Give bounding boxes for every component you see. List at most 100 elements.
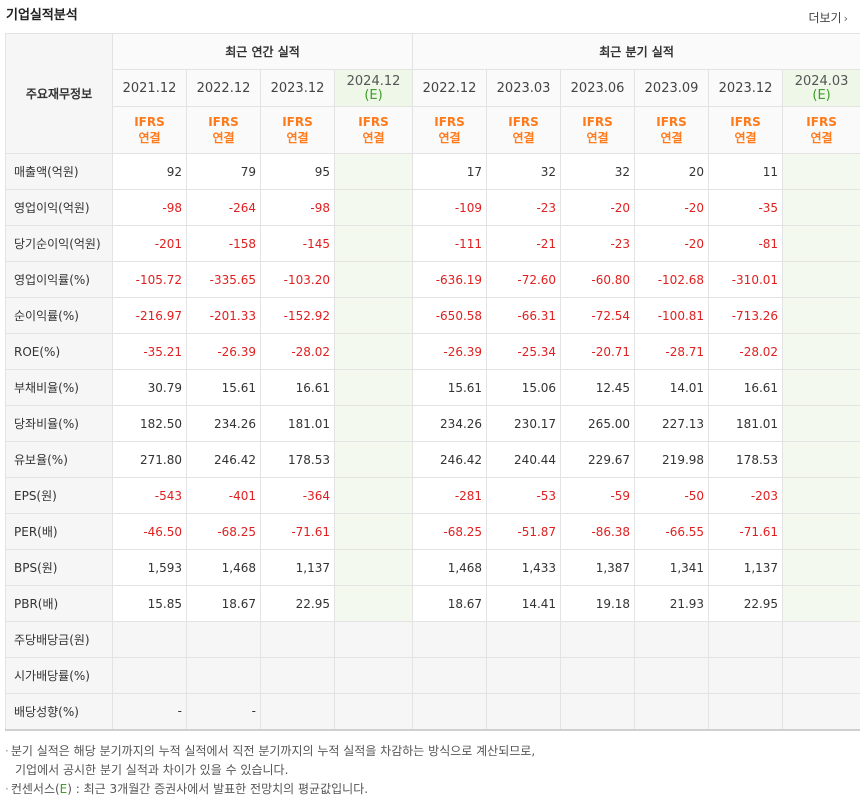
row-label: EPS(원) <box>5 477 113 514</box>
table-row: EPS(원) -543 -401 -364 -281 -53 -59 -50 -203 <box>5 477 860 514</box>
value-cell <box>634 621 710 658</box>
value-cell: -111 <box>412 225 488 262</box>
period-date: 2023.03 <box>486 69 562 107</box>
footnote-1: · 분기 실적은 해당 분기까지의 누적 실적에서 직전 분기까지의 누적 실적을… <box>5 744 536 758</box>
value-cell: -216.97 <box>112 297 187 334</box>
value-cell: -203 <box>708 477 784 514</box>
standard-ifrs: IFRS <box>806 115 837 129</box>
row-label: 매출액(억원) <box>5 153 113 190</box>
value-cell <box>782 369 860 406</box>
standard-basis: 연결 <box>734 131 757 145</box>
more-link[interactable]: 더보기 › <box>808 9 848 26</box>
value-cell <box>186 621 261 658</box>
table-row: ROE(%) -35.21 -26.39 -28.02 -26.39 -25.34 -20.… <box>5 333 860 370</box>
row-label: BPS(원) <box>5 549 113 586</box>
value-cell <box>112 621 187 658</box>
value-cell: -713.26 <box>708 297 784 334</box>
value-cell: 1,341 <box>634 549 710 586</box>
value-cell: 178.53 <box>260 441 335 478</box>
footnotes: · 분기 실적은 해당 분기까지의 누적 실적에서 직전 분기까지의 누적 실적을… <box>5 742 535 799</box>
period-date: 2021.12 <box>112 69 187 107</box>
value-cell: -543 <box>112 477 187 514</box>
value-cell: - <box>112 693 187 731</box>
value-cell: -68.25 <box>186 513 261 550</box>
value-cell <box>486 621 562 658</box>
value-cell: -21 <box>486 225 562 262</box>
period-standard: IFRS 연결 <box>260 106 335 154</box>
period-standard: IFRS 연결 <box>112 106 187 154</box>
value-cell: 1,137 <box>708 549 784 586</box>
standard-ifrs: IFRS <box>656 115 687 129</box>
value-cell: -335.65 <box>186 261 261 298</box>
value-cell <box>782 441 860 478</box>
value-cell: 181.01 <box>260 405 335 442</box>
value-cell: -636.19 <box>412 261 488 298</box>
value-cell <box>782 549 860 586</box>
period-date: 2023.12 <box>260 69 335 107</box>
value-cell: -20.71 <box>560 333 636 370</box>
standard-basis: 연결 <box>586 131 609 145</box>
value-cell: 32 <box>560 153 636 190</box>
value-cell: -35 <box>708 189 784 226</box>
standard-ifrs: IFRS <box>508 115 539 129</box>
value-cell <box>260 693 335 731</box>
value-cell <box>782 261 860 298</box>
value-cell <box>112 657 187 694</box>
standard-basis: 연결 <box>138 131 161 145</box>
value-cell: -28.02 <box>260 333 335 370</box>
period-date-text: 2024.03 <box>794 73 849 89</box>
value-cell <box>333 693 414 731</box>
value-cell: 1,593 <box>112 549 187 586</box>
group-quarter: 최근 분기 실적 <box>412 33 860 70</box>
row-label: 배당성향(%) <box>5 693 113 731</box>
value-cell: 12.45 <box>560 369 636 406</box>
value-cell: 11 <box>708 153 784 190</box>
value-cell: -158 <box>186 225 261 262</box>
value-cell: 1,137 <box>260 549 335 586</box>
value-cell: 20 <box>634 153 710 190</box>
estimate-tag: (E) <box>812 87 831 103</box>
value-cell: -145 <box>260 225 335 262</box>
table-row: PER(배) -46.50 -68.25 -71.61 -68.25 -51.87 -86.… <box>5 513 860 550</box>
value-cell <box>333 369 414 406</box>
standard-ifrs: IFRS <box>434 115 465 129</box>
row-label: PER(배) <box>5 513 113 550</box>
standard-basis: 연결 <box>512 131 535 145</box>
standard-ifrs: IFRS <box>582 115 613 129</box>
header-group-row: 주요재무정보 최근 연간 실적 최근 분기 실적 <box>5 33 860 154</box>
standard-ifrs: IFRS <box>358 115 389 129</box>
table-row: 유보율(%) 271.80 246.42 178.53 246.42 240.44 229.… <box>5 441 860 478</box>
value-cell <box>634 657 710 694</box>
period-date: 2023.06 <box>560 69 636 107</box>
value-cell: -23 <box>486 189 562 226</box>
value-cell <box>412 621 488 658</box>
financial-table: 주요재무정보 최근 연간 실적 최근 분기 실적 2021.12 2022.12 2023… <box>5 33 860 731</box>
value-cell: -53 <box>486 477 562 514</box>
row-label: 부채비율(%) <box>5 369 113 406</box>
period-date: 2024.03 (E) <box>782 69 860 107</box>
value-cell: -46.50 <box>112 513 187 550</box>
value-cell: 1,468 <box>412 549 488 586</box>
row-label: 주당배당금(원) <box>5 621 113 658</box>
row-label: 영업이익(억원) <box>5 189 113 226</box>
value-cell: -60.80 <box>560 261 636 298</box>
value-cell <box>333 405 414 442</box>
value-cell: 234.26 <box>412 405 488 442</box>
value-cell: -26.39 <box>186 333 261 370</box>
period-date-text: 2023.03 <box>496 80 551 96</box>
bullet-icon: · <box>5 744 9 758</box>
value-cell: 17 <box>412 153 488 190</box>
value-cell <box>782 297 860 334</box>
value-cell: 181.01 <box>708 405 784 442</box>
value-cell: -66.31 <box>486 297 562 334</box>
footnote-1-cont: 기업에서 공시한 분기 실적과 차이가 있을 수 있습니다. <box>15 763 289 777</box>
value-cell: -20 <box>560 189 636 226</box>
period-date-text: 2023.09 <box>644 80 699 96</box>
value-cell: 16.61 <box>260 369 335 406</box>
period-standard: IFRS 연결 <box>412 106 488 154</box>
value-cell: 18.67 <box>186 585 261 622</box>
standard-ifrs: IFRS <box>282 115 313 129</box>
value-cell <box>782 513 860 550</box>
value-cell: -650.58 <box>412 297 488 334</box>
table-row: 당좌비율(%) 182.50 234.26 181.01 234.26 230.17 265… <box>5 405 860 442</box>
